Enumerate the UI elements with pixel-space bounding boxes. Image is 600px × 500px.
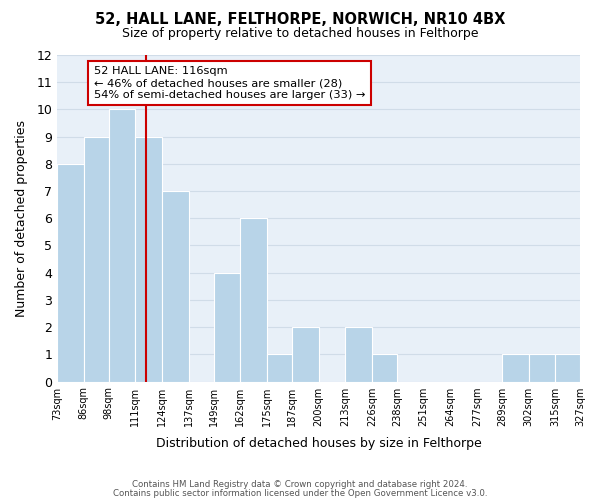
X-axis label: Distribution of detached houses by size in Felthorpe: Distribution of detached houses by size … [155,437,481,450]
Bar [57,164,84,382]
Bar [267,354,292,382]
Bar [502,354,529,382]
Bar [292,327,319,382]
Bar [162,191,189,382]
Bar [345,327,372,382]
Bar [84,136,109,382]
Bar [241,218,267,382]
Text: 52 HALL LANE: 116sqm
← 46% of detached houses are smaller (28)
54% of semi-detac: 52 HALL LANE: 116sqm ← 46% of detached h… [94,66,365,100]
Text: Size of property relative to detached houses in Felthorpe: Size of property relative to detached ho… [122,28,478,40]
Text: 52, HALL LANE, FELTHORPE, NORWICH, NR10 4BX: 52, HALL LANE, FELTHORPE, NORWICH, NR10 … [95,12,505,28]
Y-axis label: Number of detached properties: Number of detached properties [15,120,28,317]
Text: Contains HM Land Registry data © Crown copyright and database right 2024.: Contains HM Land Registry data © Crown c… [132,480,468,489]
Bar [555,354,580,382]
Bar [372,354,397,382]
Bar [529,354,555,382]
Bar [109,110,136,382]
Bar [136,136,162,382]
Text: Contains public sector information licensed under the Open Government Licence v3: Contains public sector information licen… [113,488,487,498]
Bar [214,272,241,382]
